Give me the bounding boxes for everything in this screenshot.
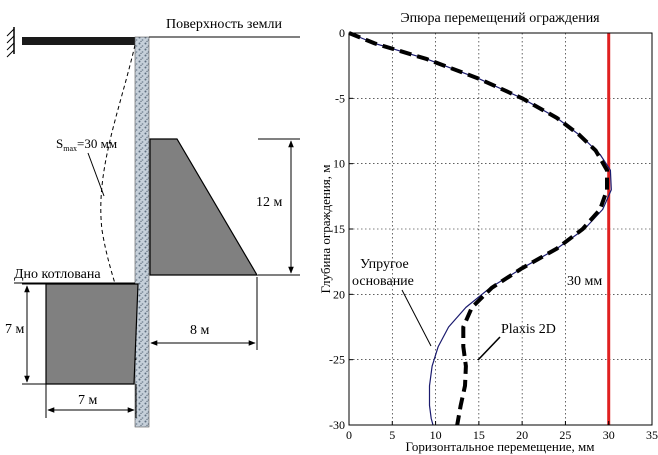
x-tick-label: 0 xyxy=(346,428,352,442)
limit-label: 30 мм xyxy=(567,274,602,289)
pit-bottom-label: Дно котлована xyxy=(14,267,101,282)
y-tick-label: -25 xyxy=(329,353,345,367)
dim-7-vertical-label: 7 м xyxy=(5,322,25,337)
x-tick-label: 20 xyxy=(516,428,528,442)
chart-grid xyxy=(349,33,652,425)
strut-beam xyxy=(22,37,135,45)
x-tick-label: 25 xyxy=(559,428,571,442)
plaxis-label: Plaxis 2D xyxy=(501,322,556,337)
series-elastic-foundation xyxy=(348,32,612,426)
x-tick-label: 5 xyxy=(389,428,395,442)
smax-label: Smax=30 мм xyxy=(56,136,117,153)
x-tick-label: 10 xyxy=(430,428,442,442)
x-tick-label: 15 xyxy=(473,428,485,442)
dim-7-horizontal-label: 7 м xyxy=(78,393,98,408)
wall-schematic: Поверхность земли Smax=30 мм 12 м Дно ко… xyxy=(5,17,300,428)
y-tick-label: 15 xyxy=(333,222,345,236)
plaxis-label-leader xyxy=(477,336,501,361)
ground-surface-label: Поверхность земли xyxy=(166,17,283,32)
y-tick-label: -5 xyxy=(335,91,345,105)
elastic-label-leader xyxy=(401,289,432,347)
chart-title: Эпюра перемещений ограждения xyxy=(400,11,600,26)
y-tick-label: 20 xyxy=(333,287,345,301)
passive-pressure-block xyxy=(45,283,139,385)
x-axis-label: Горизонтальное перемещение, мм xyxy=(405,439,594,454)
y-axis-label: Глубина ограждения, м xyxy=(318,165,333,294)
smax-leader xyxy=(87,152,105,197)
chart-series xyxy=(348,31,612,426)
fixed-support xyxy=(6,27,15,58)
x-tick-label: 35 xyxy=(646,428,658,442)
dim-12-label: 12 м xyxy=(256,195,283,210)
chart-ticks: 0 5 10 15 20 25 30 35 0 -5 10 15 20 -25 -30 xyxy=(329,26,658,442)
elastic-label-line1: Упругое xyxy=(360,257,409,272)
active-pressure-diagram xyxy=(149,138,259,276)
retaining-wall xyxy=(134,36,150,428)
y-tick-label: 10 xyxy=(333,157,345,171)
x-tick-label: 30 xyxy=(603,428,615,442)
dim-8-label: 8 м xyxy=(190,323,210,338)
elastic-label-line2: основание xyxy=(352,274,414,289)
y-tick-label: 0 xyxy=(339,26,345,40)
series-plaxis-2d xyxy=(348,31,609,426)
displacement-chart: Эпюра перемещений ограждения 0 5 10 15 20 25 3… xyxy=(318,11,658,454)
y-tick-label: -30 xyxy=(329,418,345,432)
